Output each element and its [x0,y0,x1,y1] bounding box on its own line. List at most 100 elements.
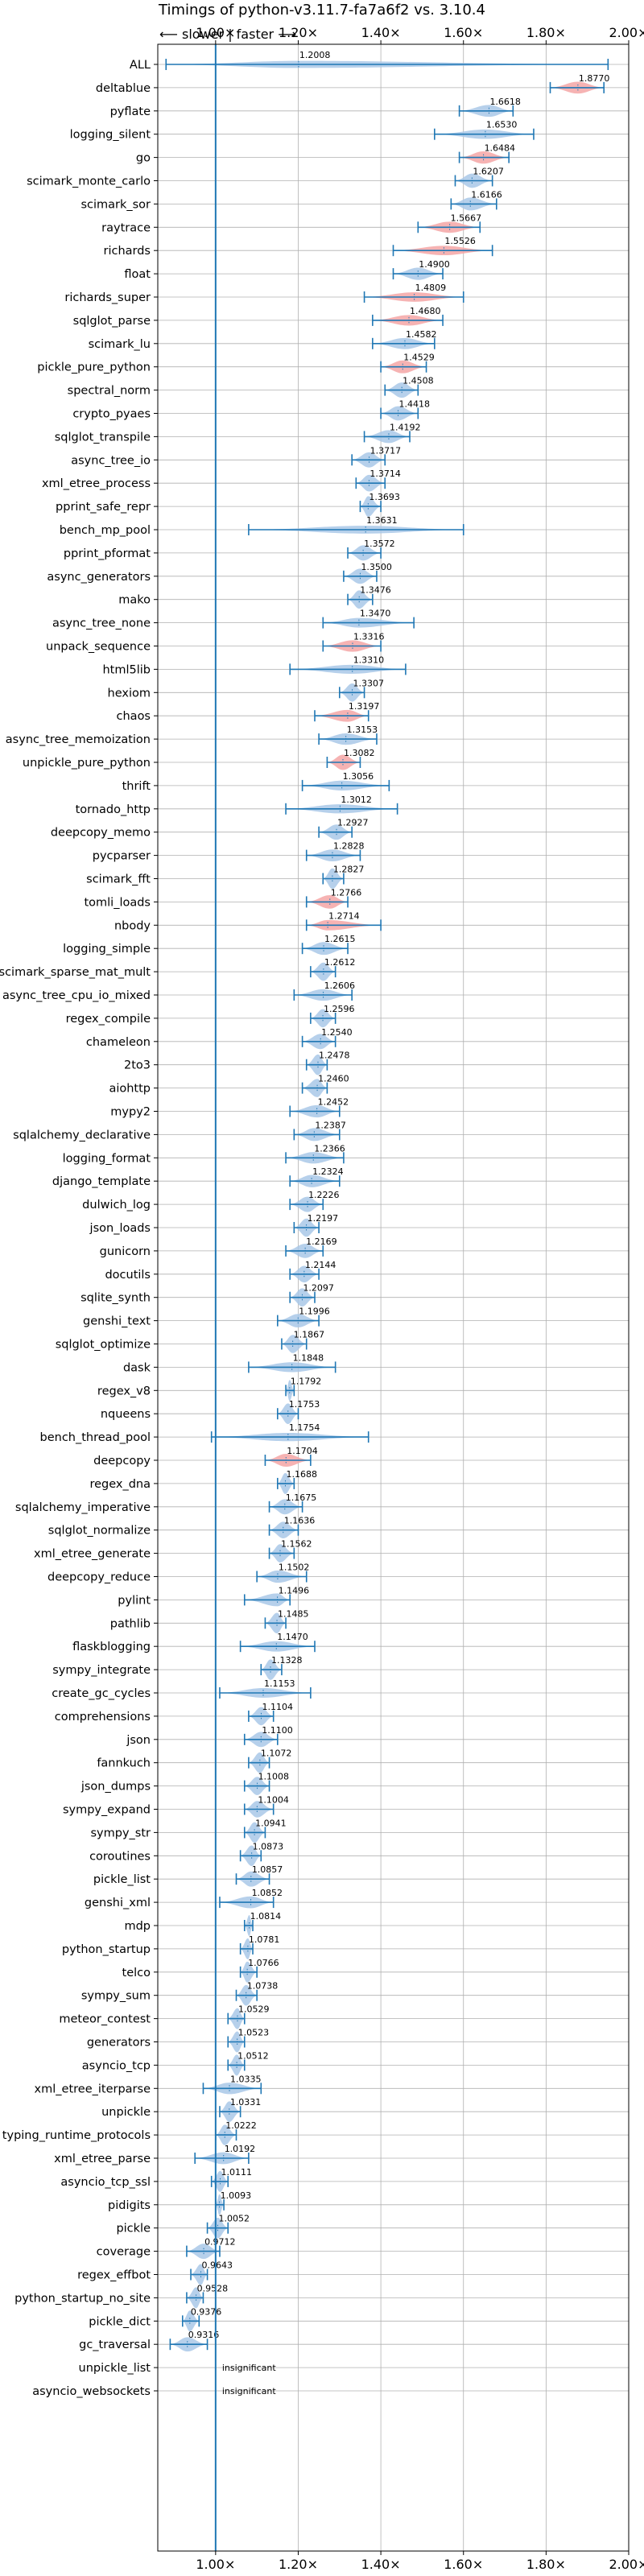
category-label-genshi-xml: genshi_xml [85,1897,151,1909]
category-label-regex-effbot: regex_effbot [77,2269,151,2282]
category-label-logging-silent: logging_silent [70,129,151,142]
category-label-hexiom: hexiom [108,687,151,700]
category-label-logging-simple: logging_simple [63,943,151,956]
category-label-scimark-fft: scimark_fft [86,873,151,886]
value-label-sqlglot-normalize: 1.1636 [284,1516,316,1526]
value-label-typing-runtime-protocols: 1.0222 [225,2120,257,2131]
category-label-generators: generators [87,2037,151,2050]
value-label-fannkuch: 1.1072 [261,1748,292,1759]
value-label-django-template: 1.2324 [312,1166,344,1177]
top-tick-label: 2.00× [609,25,644,40]
category-label-telco: telco [122,1967,151,1979]
category-label-async-generators: async_generators [47,571,151,584]
value-label-nqueens: 1.1753 [289,1399,320,1410]
category-label-dulwich-log: dulwich_log [82,1199,151,1212]
category-label-html5lib: html5lib [102,663,151,676]
value-label-python-startup-no-site: 0.9528 [197,2283,228,2293]
value-label-sqlalchemy-declarative: 1.2387 [315,1120,346,1130]
value-label-tomli-loads: 1.2766 [331,887,362,898]
bottom-tick-label: 1.00× [196,2557,235,2572]
value-label-async-tree-none: 1.3470 [360,609,391,619]
category-label-float: float [124,268,151,281]
category-label-regex-v8: regex_v8 [97,1385,151,1397]
value-label-go: 1.6484 [485,143,516,154]
category-label-sqlglot-parse: sqlglot_parse [73,315,151,328]
category-label-sqlalchemy-imperative: sqlalchemy_imperative [15,1501,151,1514]
category-label-bench-thread-pool: bench_thread_pool [40,1431,151,1444]
value-label-json-dumps: 1.1008 [258,1772,290,1782]
value-label-hexiom: 1.3307 [353,678,385,688]
category-label-deepcopy-reduce: deepcopy_reduce [47,1571,151,1584]
category-label-sqlite-synth: sqlite_synth [80,1292,151,1305]
category-label-python-startup: python_startup [62,1943,151,1956]
value-label-deepcopy: 1.1704 [287,1446,318,1456]
category-label-chaos: chaos [117,710,151,723]
category-label-deltablue: deltablue [96,82,151,95]
category-label-richards: richards [103,245,151,258]
category-label-pickle-dict: pickle_dict [89,2315,151,2328]
value-label-bench-mp-pool: 1.3631 [366,515,398,526]
category-label-docutils: docutils [105,1269,151,1282]
category-label-async-tree-io: async_tree_io [71,454,151,467]
value-label-html5lib: 1.3310 [353,654,385,665]
value-label-sympy-str: 1.0941 [255,1818,287,1828]
bottom-tick-label: 1.60× [444,2557,483,2572]
value-label-sqlglot-optimize: 1.1867 [294,1330,325,1340]
category-label-xml-etree-process: xml_etree_process [42,477,151,490]
category-label-asyncio-tcp-ssl: asyncio_tcp_ssl [60,2176,151,2189]
value-label-meteor-contest: 1.0529 [238,2004,270,2015]
value-label-crypto-pyaes: 1.4418 [399,399,431,410]
value-label-2to3: 1.2478 [319,1051,350,1061]
category-label-logging-format: logging_format [63,1152,151,1165]
value-label-xml-etree-generate: 1.1562 [281,1539,312,1550]
category-label-bench-mp-pool: bench_mp_pool [60,524,151,537]
value-label-richards-super: 1.4809 [415,283,447,293]
value-label-deltablue: 1.8770 [579,73,610,84]
category-label-xml-etree-parse: xml_etree_parse [54,2153,151,2165]
value-label-all: 1.2008 [299,50,331,60]
category-label-regex-compile: regex_compile [66,1013,151,1026]
value-label-regex-dna: 1.1688 [286,1469,317,1480]
category-label-pathlib: pathlib [110,1617,151,1630]
value-label-chaos: 1.3197 [349,701,380,712]
value-label-scimark-sor: 1.6166 [471,189,502,200]
category-label-unpack-sequence: unpack_sequence [46,641,151,654]
category-label-sympy-expand: sympy_expand [63,1804,151,1817]
value-label-xml-etree-iterparse: 1.0335 [230,2074,262,2084]
value-label-thrift: 1.3056 [343,771,374,782]
direction-label: ⟵ slower | faster ⟶ [159,27,296,42]
value-label-coroutines: 1.0873 [253,1841,284,1852]
value-label-mypy2: 1.2452 [318,1097,349,1108]
category-label-nqueens: nqueens [101,1408,151,1421]
value-label-mdp: 1.0814 [250,1911,282,1922]
value-label-float: 1.4900 [419,259,450,270]
value-label-pathlib: 1.1485 [278,1608,309,1619]
category-label-sympy-sum: sympy_sum [81,1990,151,2003]
category-label-pprint-pformat: pprint_pformat [64,547,151,560]
value-label-coverage: 0.9712 [204,2237,236,2248]
top-tick-label: 1.40× [361,25,401,40]
category-label-xml-etree-generate: xml_etree_generate [34,1548,151,1561]
value-label-sqlite-synth: 1.2097 [303,1283,334,1294]
category-label-django-template: django_template [52,1175,151,1188]
category-label-pycparser: pycparser [93,850,151,863]
value-label-gc-traversal: 0.9316 [188,2330,220,2340]
category-label-nbody: nbody [114,919,151,932]
category-label-async-tree-memoization: async_tree_memoization [6,733,151,746]
category-label-raytrace: raytrace [101,221,151,234]
bottom-tick-label: 1.80× [526,2557,566,2572]
value-label-deepcopy-memo: 1.2927 [337,818,369,828]
top-tick-label: 1.00× [196,25,235,40]
value-label-regex-effbot: 0.9643 [202,2260,233,2271]
category-label-pprint-safe-repr: pprint_safe_repr [56,501,151,514]
category-label-mypy2: mypy2 [110,1106,151,1119]
category-label-python-startup-no-site: python_startup_no_site [14,2292,151,2305]
value-label-async-tree-io: 1.3717 [370,445,402,456]
category-label-aiohttp: aiohttp [109,1083,151,1096]
category-label-scimark-sparse-mat-mult: scimark_sparse_mat_mult [0,966,151,979]
value-label-scimark-monte-carlo: 1.6207 [473,167,504,177]
category-label-create-gc-cycles: create_gc_cycles [52,1687,151,1700]
value-label-genshi-xml: 1.0852 [252,1888,283,1898]
category-label-json-loads: json_loads [89,1222,151,1235]
category-label-regex-dna: regex_dna [89,1478,151,1491]
